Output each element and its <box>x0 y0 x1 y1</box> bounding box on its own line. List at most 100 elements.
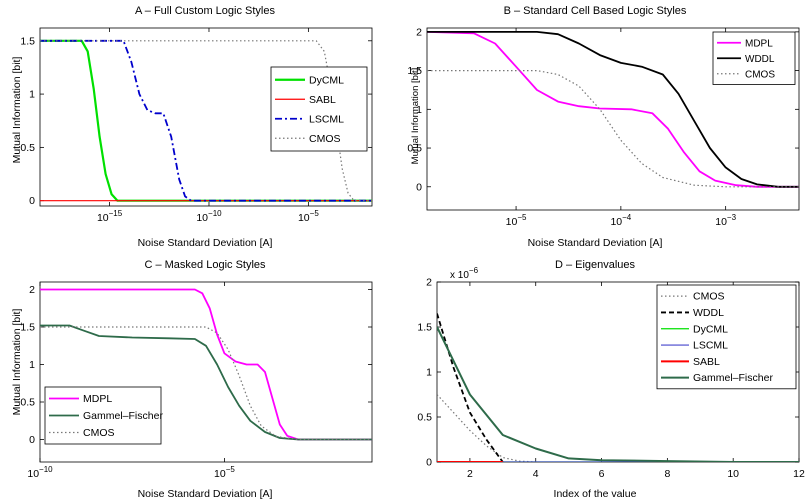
panel-d-plot: 0 0.5 1 1.5 2 2 4 6 8 10 12 <box>417 277 805 481</box>
panel-b-title: B – Standard Cell Based Logic Styles <box>504 5 687 17</box>
series-line-mdpl <box>40 288 372 441</box>
x-tick-label: 10−15 <box>97 209 123 224</box>
x-tick-label: 12 <box>793 468 805 480</box>
x-tick-exp: −15 <box>109 209 123 218</box>
x-tick-base: 10 <box>27 468 39 480</box>
panel-a-ylabel: Mutual Information [bit] <box>11 57 23 164</box>
series-line-wddl <box>437 313 504 462</box>
x-tick-label: 10−4 <box>610 213 631 228</box>
x-tick-exp: −10 <box>39 465 53 474</box>
y-tick-label: 0.5 <box>20 142 35 154</box>
x-tick-exp: −5 <box>226 465 236 474</box>
legend-entry: LSCML <box>309 113 344 125</box>
y-tick-label: 1.5 <box>20 322 35 334</box>
x-tick-label: 2 <box>467 468 473 480</box>
x-tick-label: 8 <box>664 468 670 480</box>
y-tick-label: 0 <box>29 434 35 446</box>
series-line-dycml <box>40 39 372 202</box>
x-tick-base: 10 <box>97 212 109 224</box>
panel-d-scale-note: x 10−6 <box>450 266 479 281</box>
x-tick-label: 4 <box>533 468 539 480</box>
legend-entry: SABL <box>693 356 720 368</box>
x-tick-base: 10 <box>506 216 518 228</box>
panel-b-series <box>427 30 799 188</box>
legend-entry: CMOS <box>309 133 341 145</box>
x-tick-label: 10−10 <box>27 465 53 480</box>
panel-d-title: D – Eigenvalues <box>555 259 636 271</box>
panel-b: B – Standard Cell Based Logic Styles Mut… <box>407 5 800 249</box>
x-tick-base: 10 <box>715 216 727 228</box>
x-tick-exp: −5 <box>310 209 320 218</box>
legend-entry: DyCML <box>693 323 728 335</box>
panel-a-legend: DyCML SABL LSCML CMOS <box>270 66 368 152</box>
x-tick-label: 10−5 <box>298 209 319 224</box>
y-tick-label: 1 <box>426 367 432 379</box>
y-tick-label: 0 <box>426 457 432 469</box>
series-line-cmos <box>437 394 536 462</box>
panel-c-title: C – Masked Logic Styles <box>144 259 266 271</box>
x-tick-exp: −10 <box>208 209 222 218</box>
legend-entry: WDDL <box>693 307 724 319</box>
legend-entry: Gammel–Fischer <box>83 410 163 422</box>
legend-box <box>656 284 797 390</box>
panel-c-xlabel: Noise Standard Deviation [A] <box>138 488 273 500</box>
legend-entry: LSCML <box>693 340 728 352</box>
y-tick-label: 1.5 <box>407 65 422 77</box>
panel-d: D – Eigenvalues Index of the value x 10−… <box>417 259 805 500</box>
panel-c-legend: MDPL Gammel–Fischer CMOS <box>44 386 163 445</box>
y-tick-label: 0 <box>416 181 422 193</box>
legend-entry: Gammel–Fischer <box>693 372 773 384</box>
x-tick-label: 10−3 <box>715 213 736 228</box>
x-tick-base: 10 <box>298 212 310 224</box>
panel-b-legend: MDPL WDDL CMOS <box>712 31 796 85</box>
panel-d-xlabel: Index of the value <box>554 488 637 500</box>
y-tick-label: 0 <box>29 195 35 207</box>
series-line-cmos <box>427 69 799 188</box>
panel-d-legend: CMOS WDDL DyCML LSCML SABL Gammel–Fischer <box>656 284 797 390</box>
legend-entry: DyCML <box>309 74 344 86</box>
panel-b-xlabel: Noise Standard Deviation [A] <box>528 237 663 249</box>
y-tick-label: 1 <box>416 104 422 116</box>
legend-entry: CMOS <box>83 427 115 439</box>
x-tick-label: 10−5 <box>214 465 235 480</box>
panel-d-series <box>437 313 799 462</box>
series-line-cmos <box>40 326 372 441</box>
y-tick-label: 2 <box>416 26 422 38</box>
y-tick-label: 2 <box>29 284 35 296</box>
series-line-gammel-fischer <box>40 324 372 441</box>
panel-b-ylabel: Mutual Information [bit] <box>410 68 421 165</box>
legend-box <box>270 66 368 152</box>
legend-entry: MDPL <box>745 38 773 49</box>
x-tick-exp: −3 <box>727 213 737 222</box>
x-tick-base: 10 <box>196 212 208 224</box>
y-tick-label: 0.5 <box>407 143 422 155</box>
x-tick-label: 10−5 <box>506 213 527 228</box>
series-line-gammel-fischer <box>437 326 799 462</box>
x-tick-exp: −4 <box>622 213 632 222</box>
legend-entry: CMOS <box>693 291 725 303</box>
series-line-wddl <box>427 30 799 188</box>
series-line-mdpl <box>427 31 799 188</box>
legend-entry: MDPL <box>83 393 112 405</box>
panel-c-ylabel: Mutual Information [bit] <box>11 309 23 416</box>
x-tick-label: 6 <box>599 468 605 480</box>
panel-a-title: A – Full Custom Logic Styles <box>135 5 276 17</box>
x-tick-label: 10−10 <box>196 209 222 224</box>
x-tick-label: 10 <box>727 468 739 480</box>
panel-d-scale-base: x 10 <box>450 270 469 281</box>
y-tick-label: 1 <box>29 359 35 371</box>
legend-entry: WDDL <box>745 54 775 65</box>
panel-a-xlabel: Noise Standard Deviation [A] <box>138 237 273 249</box>
y-tick-label: 1.5 <box>417 322 432 334</box>
panel-c-series <box>40 288 372 441</box>
panel-a: A – Full Custom Logic Styles Mutual Info… <box>11 5 373 249</box>
legend-entry: SABL <box>309 94 336 106</box>
panel-c: C – Masked Logic Styles Mutual Informati… <box>11 259 373 500</box>
series-line-lscml <box>40 39 372 202</box>
y-tick-label: 2 <box>426 277 432 289</box>
y-tick-label: 0.5 <box>20 397 35 409</box>
y-tick-label: 1.5 <box>20 35 35 47</box>
x-tick-exp: −5 <box>517 213 527 222</box>
